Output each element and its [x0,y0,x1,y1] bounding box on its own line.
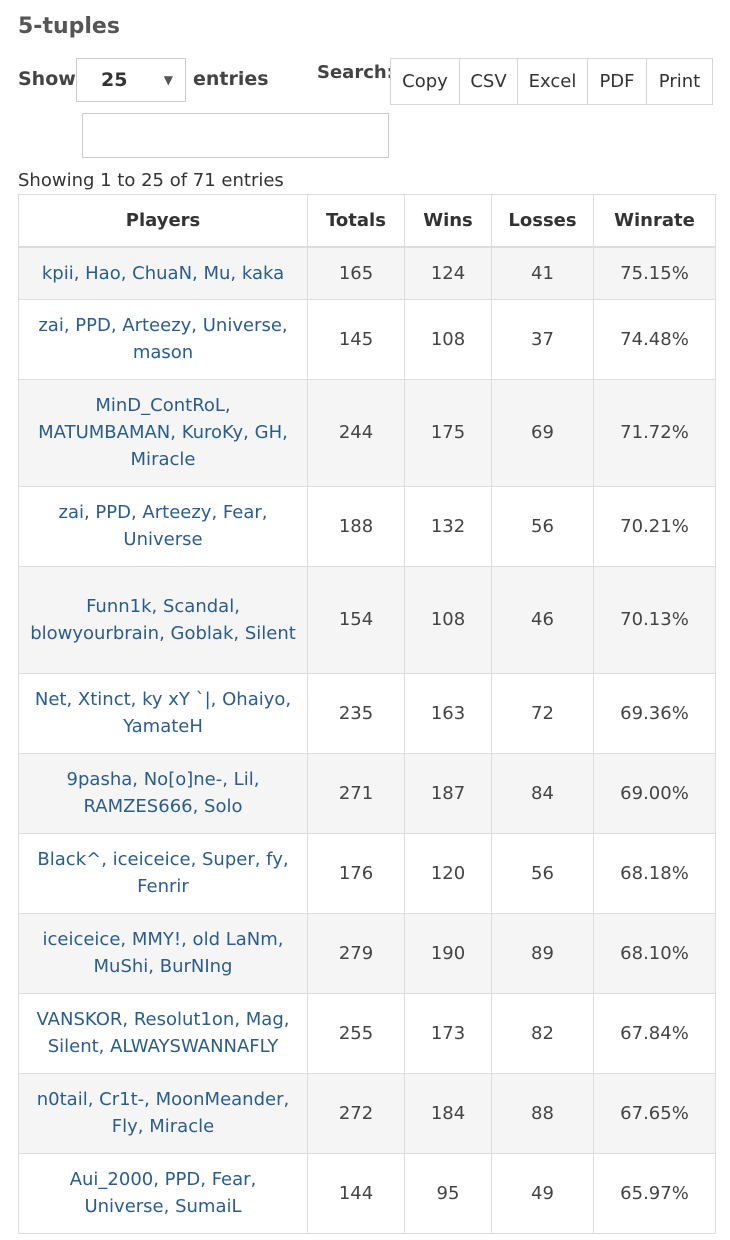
losses-cell: 84 [491,752,594,834]
wins-cell: 187 [404,752,492,834]
column-header-winrate[interactable]: Winrate [593,194,716,248]
table-row: Aui_2000, PPD, Fear, Universe, SumaiL 144… [18,1152,716,1234]
winrate-cell: 65.97% [593,1152,716,1234]
totals-cell: 244 [307,378,405,487]
totals-cell: 145 [307,298,405,380]
totals-cell: 154 [307,565,405,674]
losses-cell: 37 [491,298,594,380]
csv-button[interactable]: CSV [459,58,518,105]
losses-cell: 82 [491,992,594,1074]
table-row: MinD_ContRoL, MATUMBAMAN, KuroKy, GH, Mi… [18,378,716,487]
losses-cell: 46 [491,565,594,674]
table-row: 9pasha, No[o]ne-, Lil, RAMZES666, Solo 27… [18,752,716,834]
winrate-cell: 75.15% [593,246,716,300]
players-cell: kpii, Hao, ChuaN, Mu, kaka [18,246,308,300]
winrate-cell: 69.00% [593,752,716,834]
wins-cell: 184 [404,1072,492,1154]
wins-cell: 108 [404,298,492,380]
losses-cell: 89 [491,912,594,994]
players-cell: zai, PPD, Arteezy, Fear, Universe [18,485,308,567]
wins-cell: 173 [404,992,492,1074]
column-header-wins[interactable]: Wins [404,194,492,248]
chevron-down-icon: ▼ [163,73,173,87]
pdf-button[interactable]: PDF [587,58,647,105]
totals-cell: 235 [307,672,405,754]
wins-cell: 190 [404,912,492,994]
wins-cell: 124 [404,246,492,300]
winrate-cell: 74.48% [593,298,716,380]
losses-cell: 69 [491,378,594,487]
page-title: 5-tuples [18,14,120,39]
totals-cell: 272 [307,1072,405,1154]
winrate-cell: 70.13% [593,565,716,674]
losses-cell: 56 [491,832,594,914]
players-cell: 9pasha, No[o]ne-, Lil, RAMZES666, Solo [18,752,308,834]
column-header-losses[interactable]: Losses [491,194,594,248]
column-header-totals[interactable]: Totals [307,194,405,248]
losses-cell: 72 [491,672,594,754]
table-row: Funn1k, Scandal, blowyourbrain, Goblak, … [18,565,716,674]
tuples-table: Players Totals Wins Losses Winrate kpii,… [18,194,716,1234]
show-label: Show [18,68,76,90]
losses-cell: 41 [491,246,594,300]
totals-cell: 165 [307,246,405,300]
players-cell: iceiceice, MMY!, old LaNm, MuShi, BurNIn… [18,912,308,994]
totals-cell: 144 [307,1152,405,1234]
table-row: zai, PPD, Arteezy, Universe, mason 145 108… [18,298,716,380]
table-info: Showing 1 to 25 of 71 entries [18,170,284,191]
winrate-cell: 68.10% [593,912,716,994]
table-row: VANSKOR, Resolut1on, Mag, Silent, ALWAYS… [18,992,716,1074]
wins-cell: 95 [404,1152,492,1234]
wins-cell: 108 [404,565,492,674]
winrate-cell: 71.72% [593,378,716,487]
players-cell: MinD_ContRoL, MATUMBAMAN, KuroKy, GH, Mi… [18,378,308,487]
players-cell: Net, Xtinct, ky xY `|, Ohaiyo, YamateH [18,672,308,754]
totals-cell: 271 [307,752,405,834]
losses-cell: 56 [491,485,594,567]
losses-cell: 49 [491,1152,594,1234]
winrate-cell: 67.65% [593,1072,716,1154]
entries-label: entries [193,68,269,90]
totals-cell: 188 [307,485,405,567]
table-row: iceiceice, MMY!, old LaNm, MuShi, BurNIn… [18,912,716,994]
totals-cell: 255 [307,992,405,1074]
players-cell: n0tail, Cr1t-, MoonMeander, Fly, Miracle [18,1072,308,1154]
winrate-cell: 67.84% [593,992,716,1074]
wins-cell: 132 [404,485,492,567]
column-header-players[interactable]: Players [18,194,308,248]
wins-cell: 163 [404,672,492,754]
table-header-row: Players Totals Wins Losses Winrate [18,194,716,248]
winrate-cell: 68.18% [593,832,716,914]
players-cell: Aui_2000, PPD, Fear, Universe, SumaiL [18,1152,308,1234]
winrate-cell: 69.36% [593,672,716,754]
table-row: n0tail, Cr1t-, MoonMeander, Fly, Miracle… [18,1072,716,1154]
export-button-group: Copy CSV Excel PDF Print [390,58,713,105]
table-row: Net, Xtinct, ky xY `|, Ohaiyo, YamateH 23… [18,672,716,754]
copy-button[interactable]: Copy [390,58,460,105]
page-length-select[interactable]: 25 ▼ [76,58,186,102]
losses-cell: 88 [491,1072,594,1154]
players-cell: zai, PPD, Arteezy, Universe, mason [18,298,308,380]
totals-cell: 176 [307,832,405,914]
print-button[interactable]: Print [646,58,713,105]
wins-cell: 120 [404,832,492,914]
table-row: kpii, Hao, ChuaN, Mu, kaka 165 124 41 75.15% [18,246,716,300]
totals-cell: 279 [307,912,405,994]
table-row: zai, PPD, Arteezy, Fear, Universe 188 132 5… [18,485,716,567]
search-label: Search: [317,62,394,83]
excel-button[interactable]: Excel [517,58,588,105]
page-length-value: 25 [101,69,128,91]
players-cell: VANSKOR, Resolut1on, Mag, Silent, ALWAYS… [18,992,308,1074]
players-cell: Black^, iceiceice, Super, fy, Fenrir [18,832,308,914]
wins-cell: 175 [404,378,492,487]
winrate-cell: 70.21% [593,485,716,567]
players-cell: Funn1k, Scandal, blowyourbrain, Goblak, … [18,565,308,674]
search-input[interactable] [82,113,389,158]
table-row: Black^, iceiceice, Super, fy, Fenrir 176 1… [18,832,716,914]
